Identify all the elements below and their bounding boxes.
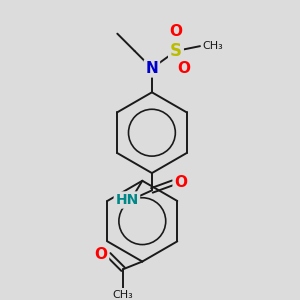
Text: O: O <box>94 247 107 262</box>
Text: CH₃: CH₃ <box>202 41 223 51</box>
Text: S: S <box>170 42 182 60</box>
Text: HN: HN <box>115 193 139 207</box>
Text: N: N <box>146 61 158 76</box>
Text: O: O <box>169 24 182 39</box>
Text: O: O <box>174 175 187 190</box>
Text: CH₃: CH₃ <box>113 290 134 300</box>
Text: O: O <box>177 61 190 76</box>
